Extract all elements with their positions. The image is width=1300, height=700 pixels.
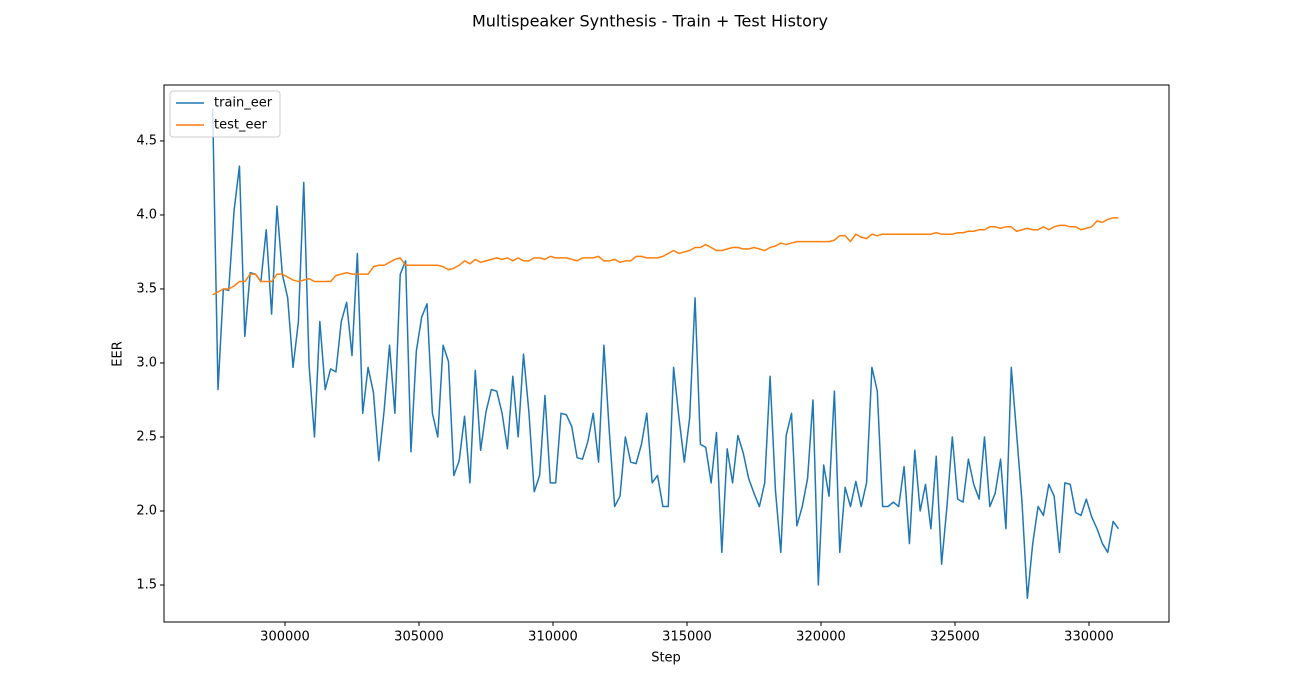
y-tick-label: 2.0 bbox=[136, 503, 157, 518]
x-tick-label: 310000 bbox=[528, 630, 578, 645]
plot-frame bbox=[163, 84, 1170, 623]
data-line bbox=[212, 217, 1119, 296]
legend-label: test_eer bbox=[214, 118, 267, 133]
y-tick-label: 3.5 bbox=[136, 281, 157, 296]
y-tick-label: 3.0 bbox=[136, 355, 157, 370]
y-tick-label: 4.5 bbox=[136, 133, 157, 148]
y-tick-label: 1.5 bbox=[136, 577, 157, 592]
x-tick-label: 330000 bbox=[1064, 630, 1114, 645]
x-tick-label: 325000 bbox=[930, 630, 980, 645]
data-line bbox=[211, 108, 1120, 600]
chart-title: Multispeaker Synthesis - Train + Test Hi… bbox=[472, 12, 828, 31]
x-axis-label: Step bbox=[651, 651, 681, 666]
x-tick-label: 320000 bbox=[796, 630, 846, 645]
y-tick-label: 4.0 bbox=[136, 207, 157, 222]
x-tick-label: 315000 bbox=[662, 630, 712, 645]
x-tick-label: 300000 bbox=[260, 630, 310, 645]
x-tick-label: 305000 bbox=[394, 630, 444, 645]
y-axis-label: EER bbox=[111, 341, 126, 366]
y-tick-label: 2.5 bbox=[136, 429, 157, 444]
legend-label: train_eer bbox=[214, 96, 273, 111]
